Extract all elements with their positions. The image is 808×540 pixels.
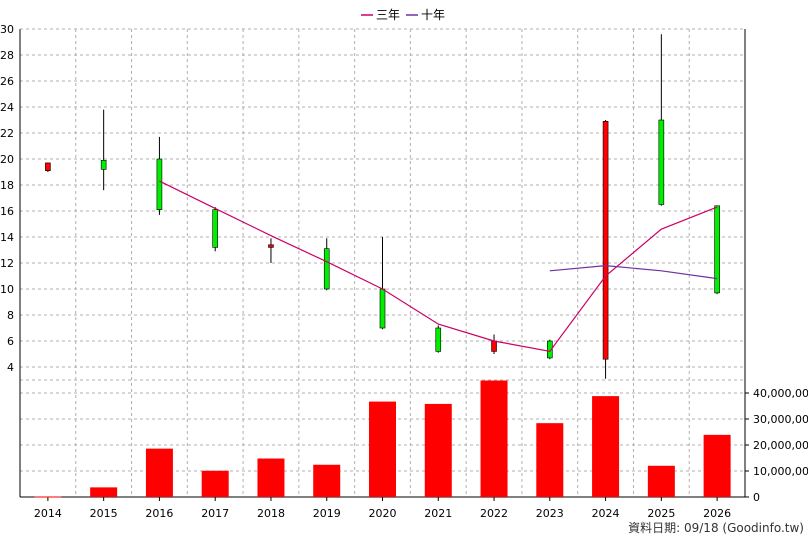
volume-bar bbox=[480, 380, 508, 497]
x-tick-label: 2014 bbox=[34, 507, 62, 520]
volume-bar bbox=[90, 487, 118, 497]
price-tick-label: 20 bbox=[0, 153, 14, 166]
x-tick-label: 2017 bbox=[201, 507, 229, 520]
x-tick-label: 2025 bbox=[647, 507, 675, 520]
x-tick-label: 2016 bbox=[145, 507, 173, 520]
volume-bar bbox=[313, 464, 341, 497]
price-tick-label: 30 bbox=[0, 23, 14, 36]
candle-body bbox=[379, 288, 386, 329]
average-lines bbox=[159, 180, 718, 353]
volume-tick-label: 0 bbox=[753, 491, 760, 504]
candle-body bbox=[212, 209, 218, 248]
volume-bar bbox=[424, 403, 452, 497]
volume-bar bbox=[592, 396, 620, 497]
volume-bars bbox=[34, 380, 731, 498]
candle-body bbox=[100, 160, 107, 170]
candle-body bbox=[602, 121, 609, 360]
price-tick-label: 22 bbox=[0, 127, 14, 140]
candle-body bbox=[156, 158, 163, 211]
candle-body bbox=[435, 327, 442, 352]
volume-bar bbox=[34, 496, 62, 498]
candle-body bbox=[547, 340, 553, 359]
x-tick-label: 2021 bbox=[424, 507, 452, 520]
price-tick-label: 24 bbox=[0, 101, 14, 114]
price-tick-label: 16 bbox=[0, 205, 14, 218]
axes bbox=[19, 28, 749, 501]
x-tick-label: 2020 bbox=[369, 507, 397, 520]
candlesticks bbox=[45, 34, 720, 379]
legend-label-三年: 三年 bbox=[376, 8, 400, 22]
volume-tick-label: 20,000,000 bbox=[753, 439, 808, 452]
legend-label-十年: 十年 bbox=[421, 8, 445, 22]
price-tick-label: 6 bbox=[7, 335, 14, 348]
price-tick-label: 14 bbox=[0, 231, 14, 244]
price-tick-label: 4 bbox=[7, 361, 14, 374]
price-tick-label: 10 bbox=[0, 283, 14, 296]
volume-bar bbox=[536, 423, 564, 497]
candle-body bbox=[714, 205, 720, 294]
x-tick-label: 2026 bbox=[703, 507, 731, 520]
volume-bar bbox=[145, 448, 173, 497]
series-line-十年 bbox=[549, 264, 718, 280]
x-tick-label: 2015 bbox=[90, 507, 118, 520]
x-tick-label: 2022 bbox=[480, 507, 508, 520]
candle-body bbox=[45, 162, 51, 171]
candle-body bbox=[491, 340, 497, 352]
price-tick-label: 18 bbox=[0, 179, 14, 192]
volume-tick-label: 30,000,000 bbox=[753, 413, 808, 426]
volume-bar bbox=[703, 434, 731, 497]
candle-body bbox=[268, 244, 274, 248]
tick-labels: 4681012141618202224262830010,000,00020,0… bbox=[0, 23, 808, 520]
price-tick-label: 28 bbox=[0, 49, 14, 62]
series-line-三年 bbox=[159, 180, 718, 353]
legend: 三年 十年 bbox=[361, 8, 445, 22]
volume-bar bbox=[201, 470, 229, 497]
price-tick-label: 26 bbox=[0, 75, 14, 88]
x-tick-label: 2023 bbox=[536, 507, 564, 520]
x-tick-label: 2024 bbox=[592, 507, 620, 520]
volume-bar bbox=[257, 458, 285, 497]
x-tick-label: 2019 bbox=[313, 507, 341, 520]
volume-tick-label: 40,000,000 bbox=[753, 387, 808, 400]
volume-tick-label: 10,000,000 bbox=[753, 465, 808, 478]
price-tick-label: 8 bbox=[7, 309, 14, 322]
volume-bar bbox=[369, 401, 396, 497]
price-tick-label: 12 bbox=[0, 257, 14, 270]
candle-body bbox=[323, 248, 330, 290]
volume-bar bbox=[647, 465, 675, 497]
candle-body bbox=[658, 119, 665, 205]
source-note: 資料日期: 09/18 (Goodinfo.tw) bbox=[628, 521, 804, 535]
x-tick-label: 2018 bbox=[257, 507, 285, 520]
